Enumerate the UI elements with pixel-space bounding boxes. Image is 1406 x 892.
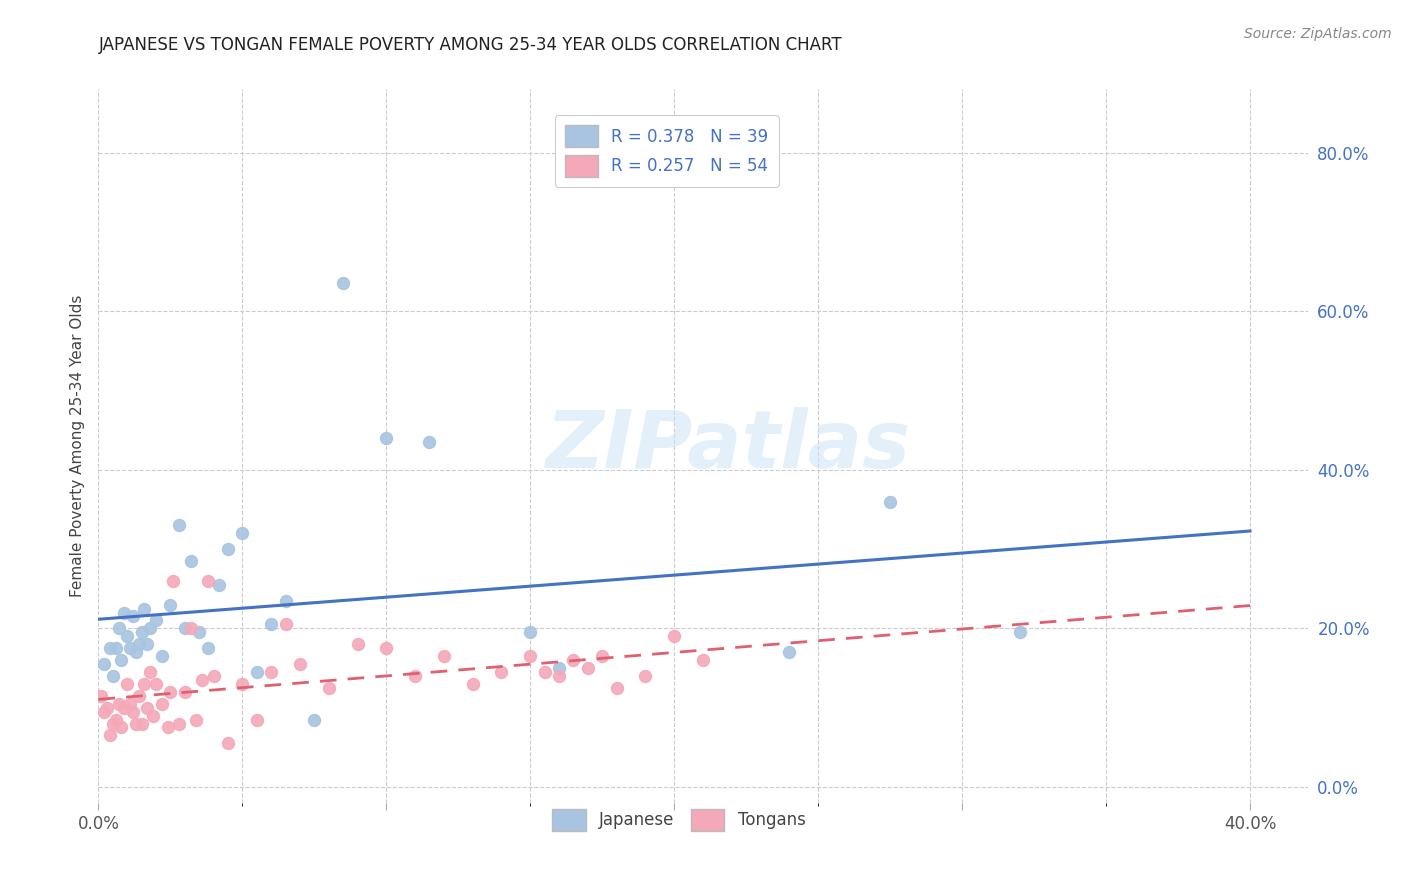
Point: [180, 554, 202, 568]
Point: [664, 629, 686, 643]
Point: [159, 685, 181, 699]
Point: [202, 669, 225, 683]
Point: [145, 614, 167, 628]
Point: [246, 713, 269, 727]
Point: [246, 665, 269, 679]
Point: [115, 677, 138, 691]
Point: [101, 716, 124, 731]
Point: [318, 681, 340, 695]
Point: [879, 494, 901, 508]
Point: [139, 621, 162, 635]
Point: [136, 637, 159, 651]
Point: [112, 700, 135, 714]
Point: [288, 657, 311, 671]
Point: [122, 705, 145, 719]
Point: [332, 277, 354, 291]
Point: [274, 593, 297, 607]
Point: [93, 705, 115, 719]
Point: [101, 669, 124, 683]
Point: [150, 697, 173, 711]
Point: [461, 677, 484, 691]
Point: [197, 641, 219, 656]
Point: [404, 669, 426, 683]
Point: [115, 629, 138, 643]
Point: [104, 713, 127, 727]
Point: [634, 669, 657, 683]
Point: [1008, 625, 1031, 640]
Point: [122, 609, 145, 624]
Point: [139, 665, 162, 679]
Point: [260, 665, 283, 679]
Point: [217, 736, 239, 750]
Point: [128, 689, 150, 703]
Point: [231, 677, 253, 691]
Text: JAPANESE VS TONGAN FEMALE POVERTY AMONG 25-34 YEAR OLDS CORRELATION CHART: JAPANESE VS TONGAN FEMALE POVERTY AMONG …: [98, 36, 842, 54]
Point: [156, 721, 179, 735]
Point: [128, 637, 150, 651]
Point: [173, 621, 195, 635]
Point: [548, 669, 571, 683]
Point: [375, 641, 398, 656]
Point: [131, 716, 153, 731]
Point: [107, 697, 129, 711]
Point: [125, 645, 148, 659]
Point: [125, 716, 148, 731]
Point: [134, 677, 156, 691]
Point: [692, 653, 714, 667]
Point: [562, 653, 585, 667]
Point: [208, 578, 231, 592]
Point: [110, 721, 132, 735]
Point: [104, 641, 127, 656]
Point: [120, 697, 142, 711]
Point: [304, 713, 326, 727]
Point: [274, 617, 297, 632]
Point: [260, 617, 283, 632]
Point: [98, 641, 121, 656]
Point: [180, 621, 202, 635]
Point: [491, 665, 513, 679]
Point: [90, 689, 112, 703]
Point: [197, 574, 219, 588]
Y-axis label: Female Poverty Among 25-34 Year Olds: Female Poverty Among 25-34 Year Olds: [69, 295, 84, 597]
Point: [188, 625, 211, 640]
Point: [107, 621, 129, 635]
Point: [136, 700, 159, 714]
Point: [142, 708, 165, 723]
Point: [120, 641, 142, 656]
Point: [96, 700, 118, 714]
Point: [346, 637, 368, 651]
Point: [375, 431, 398, 445]
Point: [217, 542, 239, 557]
Point: [150, 649, 173, 664]
Point: [93, 657, 115, 671]
Point: [162, 574, 184, 588]
Legend: Japanese, Tongans: Japanese, Tongans: [546, 803, 813, 838]
Point: [131, 625, 153, 640]
Point: [145, 677, 167, 691]
Point: [576, 661, 599, 675]
Point: [433, 649, 456, 664]
Point: [519, 625, 541, 640]
Point: [110, 653, 132, 667]
Point: [418, 435, 440, 450]
Point: [606, 681, 628, 695]
Point: [548, 661, 571, 675]
Point: [231, 526, 253, 541]
Point: [186, 713, 208, 727]
Point: [112, 606, 135, 620]
Point: [134, 601, 156, 615]
Text: Source: ZipAtlas.com: Source: ZipAtlas.com: [1244, 27, 1392, 41]
Point: [173, 685, 195, 699]
Point: [778, 645, 800, 659]
Point: [167, 518, 190, 533]
Point: [159, 598, 181, 612]
Point: [533, 665, 555, 679]
Point: [167, 716, 190, 731]
Point: [98, 728, 121, 742]
Point: [519, 649, 541, 664]
Point: [191, 673, 214, 687]
Text: ZIPatlas: ZIPatlas: [544, 407, 910, 485]
Point: [591, 649, 613, 664]
